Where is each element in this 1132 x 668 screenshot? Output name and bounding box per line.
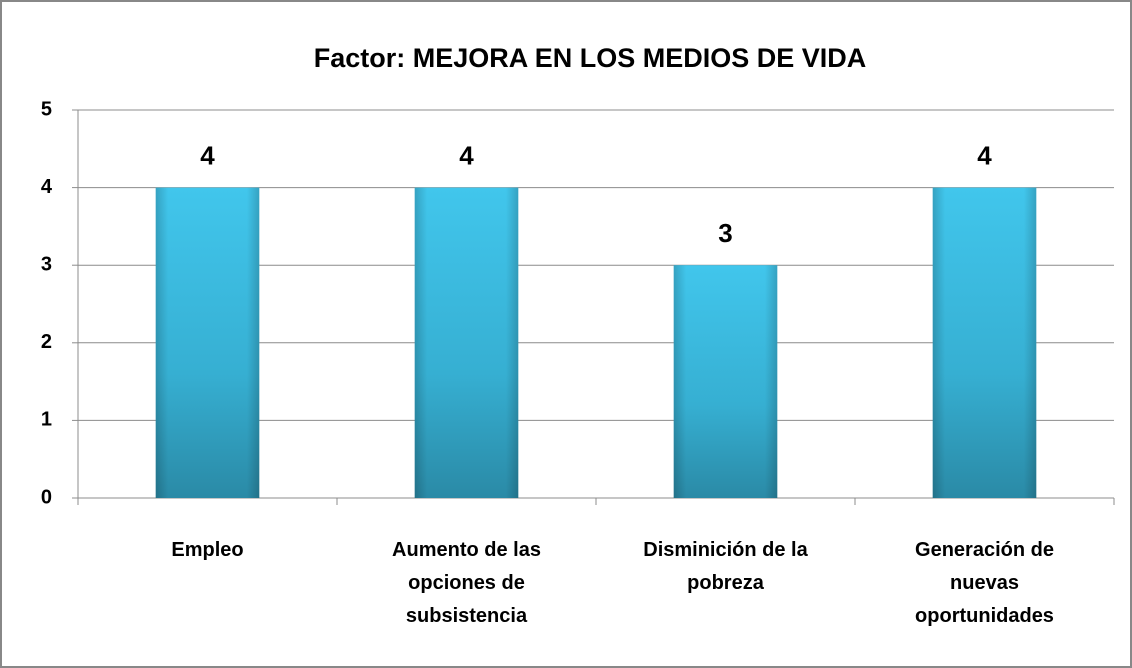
bar-shade: [673, 265, 778, 498]
x-tick-label: Generación de nuevas oportunidades: [915, 539, 1054, 627]
y-tick-label: 2: [41, 331, 52, 353]
value-label: 3: [718, 218, 732, 248]
y-tick-label: 4: [41, 176, 53, 198]
y-tick-label: 0: [41, 486, 52, 508]
y-tick-label: 5: [41, 98, 52, 120]
value-label: 4: [977, 140, 992, 170]
x-tick-label: Aumento de las opciones de subsistencia: [392, 539, 541, 627]
y-tick-label: 1: [41, 409, 52, 431]
bar-shade: [155, 187, 260, 498]
x-tick-label: Disminición de la pobreza: [643, 539, 808, 594]
chart-title: Factor: MEJORA EN LOS MEDIOS DE VIDA: [314, 43, 867, 73]
value-label: 4: [200, 140, 215, 170]
bar-shade: [414, 187, 519, 498]
value-label: 4: [459, 140, 474, 170]
bar-shade: [932, 187, 1037, 498]
x-tick-label: Empleo: [171, 539, 244, 561]
y-tick-label: 3: [41, 253, 52, 275]
